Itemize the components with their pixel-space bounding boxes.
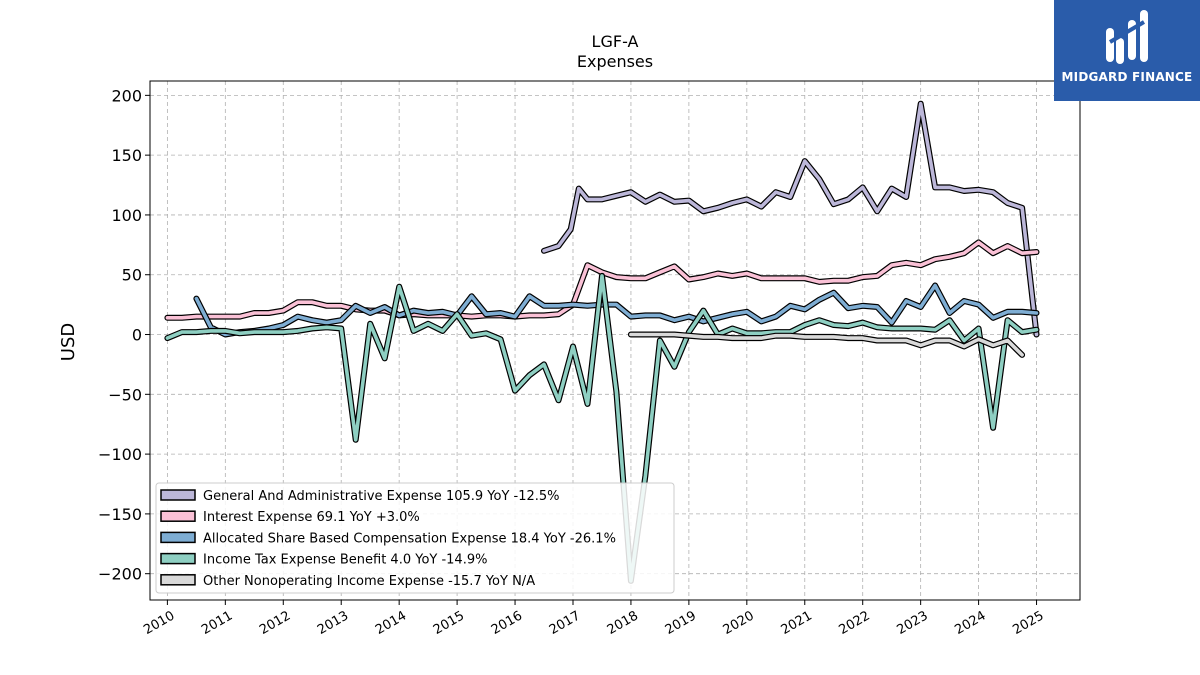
x-tick-label: 2024 (952, 608, 988, 638)
y-tick-label: 150 (111, 146, 142, 165)
x-tick-label: 2022 (837, 608, 873, 638)
y-tick-label: 100 (111, 206, 142, 225)
x-tick-label: 2016 (489, 608, 525, 638)
x-tick-label: 2012 (257, 608, 293, 638)
y-tick-label: −150 (98, 505, 142, 524)
logo-mark-icon (1106, 10, 1148, 64)
x-tick-label: 2023 (894, 608, 930, 638)
legend-swatch (160, 510, 196, 522)
x-tick-label: 2017 (547, 608, 583, 638)
series-line (165, 240, 1039, 320)
x-tick-label: 2014 (373, 608, 409, 638)
y-tick-label: −50 (108, 385, 142, 404)
y-tick-label: −100 (98, 445, 142, 464)
x-tick-label: 2010 (141, 608, 177, 638)
axes-frame (149, 80, 1081, 601)
logo: MIDGARD FINANCE (1054, 0, 1200, 101)
y-tick-label: 200 (111, 86, 142, 105)
legend-swatch (160, 531, 196, 544)
y-tick-label: 50 (122, 266, 142, 285)
x-tick-label: 2015 (431, 608, 467, 638)
legend-swatch (160, 574, 196, 586)
chart-title: LGF-A (592, 32, 639, 51)
legend-entry-label: Income Tax Expense Benefit 4.0 YoY -14.9… (203, 553, 487, 568)
series-line (165, 274, 1039, 583)
x-tick-label: 2019 (663, 608, 699, 638)
series-line (542, 101, 1039, 337)
legend: General And Administrative Expense 105.9… (155, 482, 675, 594)
series-line (194, 283, 1039, 337)
y-tick-label: −200 (98, 565, 142, 584)
legend-entry-label: General And Administrative Expense 105.9… (203, 489, 560, 504)
legend-entry-label: Allocated Share Based Compensation Expen… (203, 531, 616, 546)
chart-subtitle: Expenses (577, 52, 653, 71)
legend-entry-label: Interest Expense 69.1 YoY +3.0% (203, 510, 420, 525)
y-axis-label: USD (58, 323, 79, 361)
x-tick-label: 2018 (605, 608, 641, 638)
x-tick-label: 2021 (779, 608, 815, 638)
legend-swatch (160, 552, 196, 565)
y-axis: 200 150 100 50 0 −50 −100 −150 −200 (98, 86, 150, 584)
y-tick-label: 0 (132, 326, 142, 345)
x-axis: 2010 2011 2012 2013 2014 2015 2016 2017 2018 2019… (141, 600, 1047, 638)
legend-entry-label: Other Nonoperating Income Expense -15.7 … (203, 574, 535, 589)
series-line (629, 332, 1024, 357)
x-tick-label: 2013 (315, 608, 351, 638)
legend-swatch (160, 489, 196, 501)
series-layer (164, 100, 1040, 584)
legend-box (155, 482, 675, 594)
x-tick-label: 2025 (1010, 608, 1046, 638)
x-tick-label: 2020 (721, 608, 757, 638)
logo-text: MIDGARD FINANCE (1061, 70, 1193, 84)
x-tick-label: 2011 (199, 608, 235, 638)
